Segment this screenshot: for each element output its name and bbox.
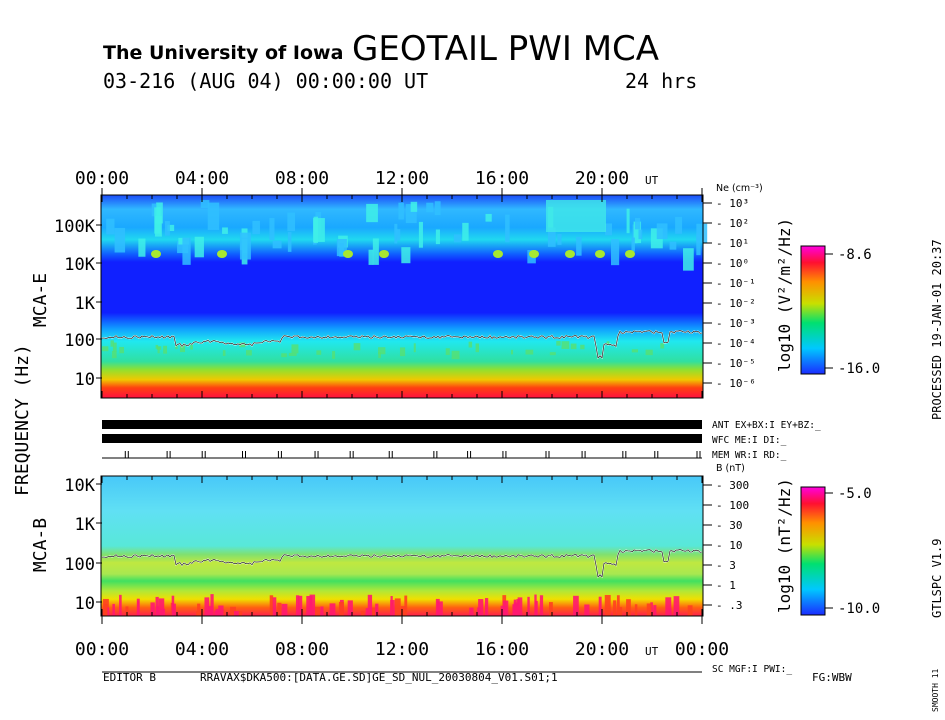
mca-b-frequency-trace-outline — [101, 549, 703, 578]
mem-status-line — [102, 451, 702, 459]
mca-e-panel — [100, 188, 708, 399]
b-axis-title: B (nT) — [716, 463, 745, 474]
top-time-tick-label: 20:00 — [575, 168, 629, 189]
mca-e-colorbar-max: -8.6 — [838, 247, 872, 263]
ne-axis-tick-label: - 10¹ — [716, 237, 749, 250]
mca-b-y-tick-label: 100 — [64, 555, 95, 575]
wfc-status-bar — [102, 434, 702, 443]
sc-status-label: SC MGF:I PWI:_ — [712, 664, 792, 675]
ant-status-label: ANT EX+BX:I EY+BZ:_ — [712, 420, 821, 431]
ne-axis-tick-label: - 10⁻² — [716, 297, 756, 310]
b-axis-tick-label: - 1 — [716, 579, 736, 592]
mca-b-y-tick-label: 10K — [64, 476, 95, 496]
b-axis: - 300 - 100 - 30 - 10 - 3 - 1 - .3 — [703, 479, 749, 612]
plot-title: GEOTAIL PWI MCA — [352, 29, 659, 69]
b-axis-tick-label: - 300 — [716, 479, 749, 492]
bottom-time-tick-label: 08:00 — [275, 639, 329, 660]
ne-axis-tick-label: - 10⁻⁶ — [716, 377, 756, 390]
duration-label: 24 hrs — [625, 69, 697, 93]
bottom-time-tick-label: 20:00 — [575, 639, 629, 660]
mca-b-y-tick-label: 1K — [75, 515, 96, 535]
date-line: 03-216 (AUG 04) 00:00:00 UT — [103, 69, 428, 93]
top-time-tick-label: 00:00 — [75, 168, 129, 189]
frequency-axis-title: FREQUENCY (Hz) — [12, 344, 33, 496]
bottom-time-tick-label: 00:00 — [675, 639, 729, 660]
mca-b-low-frequency-bursts — [102, 594, 693, 616]
b-axis-tick-label: - 100 — [716, 499, 749, 512]
mca-e-panel-label: MCA-E — [30, 273, 51, 327]
mca-e-spectrogram — [101, 195, 703, 398]
program-version: GTLSPC V1.9 — [930, 539, 944, 618]
mca-b-y-axis: 10K 1K 100 10 — [64, 476, 102, 614]
smooth-label: SMOOTH 11 — [931, 668, 940, 712]
b-axis-tick-label: - 30 — [716, 519, 743, 532]
ne-axis: - 10³ - 10² - 10¹ - 10⁰ - 10⁻¹ - 10⁻² - 10⁻³ - … — [703, 197, 756, 390]
mca-b-colorbar — [800, 486, 826, 616]
mca-b-spectrogram — [101, 476, 703, 616]
mca-b-panel-label: MCA-B — [30, 518, 51, 572]
top-time-tick-label: 04:00 — [175, 168, 229, 189]
mca-b-colorbar-min: -10.0 — [838, 601, 880, 617]
mca-e-y-axis: 100K 10K 1K 100 10 — [54, 217, 102, 390]
mca-b-colorbar-max: -5.0 — [838, 486, 872, 502]
top-time-tick-label: 12:00 — [375, 168, 429, 189]
wfc-status-label: WFC ME:I DI:_ — [712, 435, 787, 446]
top-time-axis: 00:00 04:00 08:00 12:00 16:00 20:00 UT — [75, 168, 659, 189]
ne-axis-tick-label: - 10⁻³ — [716, 317, 756, 330]
mem-status-label: MEM WR:I RD:_ — [712, 450, 787, 461]
top-time-tick-label: 16:00 — [475, 168, 529, 189]
ne-axis-tick-label: - 10⁻¹ — [716, 277, 756, 290]
ne-axis-tick-label: - 10⁰ — [716, 257, 749, 270]
mca-b-y-tick-label: 10 — [75, 594, 95, 614]
mca-b-panel — [100, 475, 704, 624]
top-time-tick-label: 08:00 — [275, 168, 329, 189]
ne-axis-tick-label: - 10⁻⁴ — [716, 337, 756, 350]
mca-e-colorbar — [800, 245, 826, 375]
bottom-time-tick-label: 12:00 — [375, 639, 429, 660]
b-axis-tick-label: - .3 — [716, 599, 743, 612]
mca-e-y-tick-label: 100K — [54, 217, 96, 237]
mca-e-colorbar-min: -16.0 — [838, 361, 880, 377]
ne-axis-tick-label: - 10⁻⁵ — [716, 357, 756, 370]
mca-e-y-tick-label: 1K — [75, 294, 96, 314]
bottom-time-tick-label: 00:00 — [75, 639, 129, 660]
b-axis-tick-label: - 3 — [716, 559, 736, 572]
b-axis-tick-label: - 10 — [716, 539, 743, 552]
bottom-time-tick-label: 16:00 — [475, 639, 529, 660]
mca-e-emission-patches — [102, 200, 708, 360]
institution-name: The University of Iowa — [103, 42, 343, 64]
fg-label: FG:WBW — [812, 671, 852, 684]
top-time-unit-label: UT — [645, 174, 659, 187]
mca-e-colorbar-label: log10 (V²/m²/Hz) — [775, 218, 794, 372]
processed-stamp: PROCESSED 19-JAN-01 20:37 — [930, 239, 944, 420]
mca-b-colorbar-label: log10 (nT²/Hz) — [775, 478, 794, 613]
bottom-time-tick-label: 04:00 — [175, 639, 229, 660]
file-path: RRAVAX$DKA500:[DATA.GE.SD]GE_SD_NUL_2003… — [200, 671, 558, 684]
ant-status-bar — [102, 420, 702, 429]
mca-e-y-tick-label: 10K — [64, 255, 95, 275]
ne-axis-title: Ne (cm⁻³) — [716, 183, 763, 194]
ne-axis-tick-label: - 10³ — [716, 197, 749, 210]
mca-e-y-tick-label: 100 — [64, 331, 95, 351]
editor-label: EDITOR B — [103, 671, 156, 684]
mca-e-y-tick-label: 10 — [75, 370, 95, 390]
bottom-time-axis: 00:00 04:00 08:00 12:00 16:00 20:00 00:00 UT — [75, 639, 729, 660]
ne-axis-tick-label: - 10² — [716, 217, 749, 230]
mca-e-frequency-trace-outline — [101, 330, 703, 359]
bottom-time-unit-label: UT — [645, 645, 659, 658]
